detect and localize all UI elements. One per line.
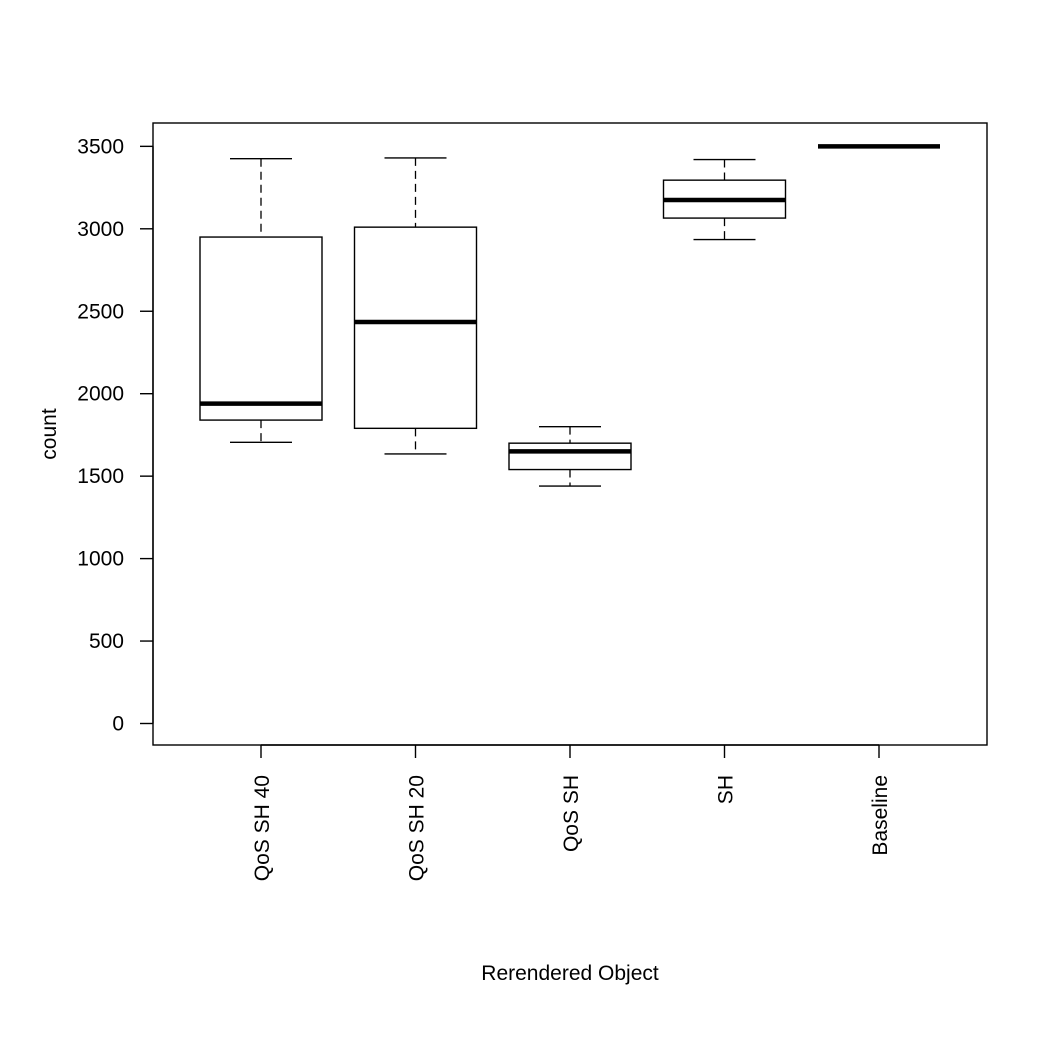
y-tick-label: 2500: [77, 300, 124, 323]
x-tick-label: QoS SH 40: [251, 775, 274, 881]
y-tick-label: 3500: [77, 135, 124, 158]
box-iqr: [199, 236, 323, 421]
x-tick-label: Baseline: [869, 775, 892, 856]
y-tick-label: 0: [112, 713, 124, 736]
box-2: [353, 157, 478, 455]
x-tick-label: QoS SH: [560, 775, 583, 852]
y-axis-title: count: [38, 408, 61, 460]
y-tick-label: 2000: [77, 383, 124, 406]
y-axis: 0 500 1000 1500 2000 2500 3000 3500: [77, 135, 154, 736]
y-tick-label: 1000: [77, 548, 124, 571]
box-4: [662, 158, 787, 241]
x-axis: QoS SH 40 QoS SH 20 QoS SH SH Baseline: [251, 744, 892, 881]
box-iqr: [508, 442, 632, 471]
x-tick-label: SH: [715, 775, 738, 804]
y-tick-label: 500: [89, 630, 124, 653]
x-axis-title: Rerendered Object: [481, 962, 659, 985]
box-3: [508, 425, 632, 487]
box-1: [199, 158, 323, 444]
y-tick-label: 3000: [77, 218, 124, 241]
x-tick-label: QoS SH 20: [406, 775, 429, 881]
boxes-layer: [199, 144, 940, 487]
box-iqr: [353, 226, 478, 430]
y-tick-label: 1500: [77, 465, 124, 488]
